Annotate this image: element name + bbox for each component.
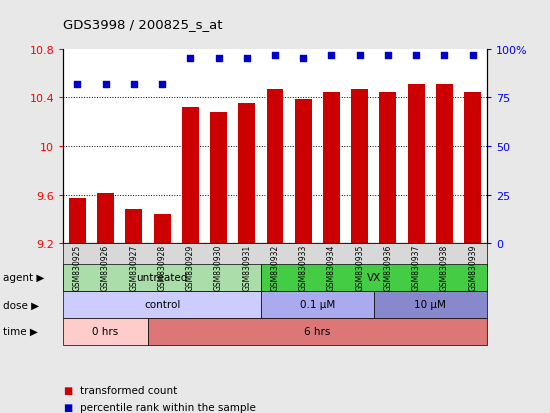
Point — [158, 81, 167, 88]
Point — [383, 52, 392, 59]
Bar — [97, 194, 114, 413]
Text: GSM830931: GSM830931 — [242, 244, 251, 290]
Point — [355, 52, 364, 59]
Point — [129, 81, 138, 88]
Bar — [379, 93, 397, 413]
Text: 6 hrs: 6 hrs — [304, 326, 331, 337]
Text: GSM830935: GSM830935 — [355, 244, 364, 291]
Text: 0 hrs: 0 hrs — [92, 326, 119, 337]
Bar — [436, 85, 453, 413]
Point — [299, 56, 307, 63]
Point — [186, 56, 195, 63]
Text: untreated: untreated — [136, 273, 188, 283]
Point — [412, 52, 421, 59]
Bar — [267, 90, 283, 413]
Text: GSM830939: GSM830939 — [468, 244, 477, 291]
Text: ■: ■ — [63, 385, 73, 395]
Text: GSM830938: GSM830938 — [440, 244, 449, 290]
Text: GSM830937: GSM830937 — [411, 244, 421, 291]
Bar — [153, 214, 170, 413]
Text: 10 μM: 10 μM — [414, 299, 446, 310]
Text: time ▶: time ▶ — [3, 326, 37, 337]
Bar — [295, 99, 312, 413]
Text: dose ▶: dose ▶ — [3, 299, 39, 310]
Point — [73, 81, 82, 88]
Point — [271, 52, 279, 59]
Text: GSM830929: GSM830929 — [186, 244, 195, 290]
Bar — [210, 113, 227, 413]
Text: GSM830934: GSM830934 — [327, 244, 336, 291]
Text: GSM830930: GSM830930 — [214, 244, 223, 291]
Text: transformed count: transformed count — [80, 385, 177, 395]
Bar — [238, 104, 255, 413]
Text: GSM830933: GSM830933 — [299, 244, 308, 291]
Text: agent ▶: agent ▶ — [3, 273, 44, 283]
Point — [440, 52, 449, 59]
Point — [327, 52, 336, 59]
Text: percentile rank within the sample: percentile rank within the sample — [80, 402, 256, 412]
Bar — [69, 199, 86, 413]
Text: control: control — [144, 299, 180, 310]
Bar — [182, 108, 199, 413]
Text: GSM830926: GSM830926 — [101, 244, 110, 290]
Point — [101, 81, 110, 88]
Text: 0.1 μM: 0.1 μM — [300, 299, 335, 310]
Text: ■: ■ — [63, 402, 73, 412]
Point — [214, 56, 223, 63]
Text: GSM830932: GSM830932 — [271, 244, 279, 290]
Bar — [125, 210, 142, 413]
Text: GSM830936: GSM830936 — [383, 244, 393, 291]
Point — [243, 56, 251, 63]
Text: GSM830928: GSM830928 — [157, 244, 167, 290]
Text: GDS3998 / 200825_s_at: GDS3998 / 200825_s_at — [63, 18, 223, 31]
Bar — [351, 90, 368, 413]
Bar — [464, 93, 481, 413]
Point — [468, 52, 477, 59]
Bar — [323, 93, 340, 413]
Text: GSM830927: GSM830927 — [129, 244, 139, 290]
Text: GSM830925: GSM830925 — [73, 244, 82, 290]
Bar — [408, 85, 425, 413]
Text: VX: VX — [367, 273, 381, 283]
